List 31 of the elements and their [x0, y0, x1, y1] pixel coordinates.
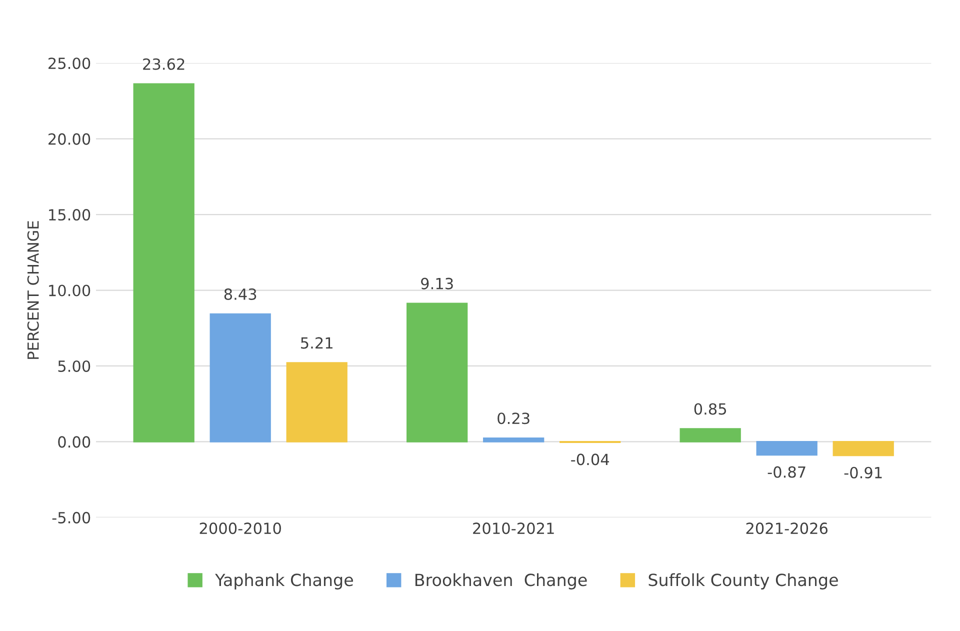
bar: [406, 302, 468, 442]
data-label: 9.13: [421, 278, 453, 290]
data-label: -0.04: [571, 454, 610, 466]
data-label: 5.21: [301, 337, 332, 349]
x-tick-label: 2021-2026: [746, 522, 828, 534]
bar: [133, 83, 194, 442]
data-label: -0.91: [844, 466, 882, 478]
y-tick-label: 10.00: [49, 284, 90, 296]
bar: [210, 313, 271, 442]
data-label: 0.85: [694, 403, 726, 415]
y-axis-title: PERCENT CHANGE: [27, 221, 39, 359]
y-tick-label: 0.00: [58, 436, 90, 448]
data-label: -0.87: [768, 466, 806, 478]
y-tick-label: 25.00: [48, 58, 90, 70]
legend-label: Yaphank Change: [215, 573, 353, 590]
bar: [832, 441, 894, 456]
data-label: 8.43: [224, 288, 256, 300]
bar: [483, 438, 544, 442]
y-tick-label: -5.00: [52, 512, 90, 524]
bar: [756, 441, 818, 456]
bar: [680, 428, 741, 442]
data-label: 23.62: [143, 58, 184, 70]
y-tick-label: 20.00: [48, 133, 90, 145]
bar: [286, 362, 348, 442]
legend-label: Suffolk County Change: [648, 573, 838, 590]
y-tick-label: 15.00: [49, 209, 90, 221]
x-tick-label: 2010-2021: [473, 522, 554, 534]
data-label: 0.23: [498, 412, 530, 424]
legend-label: Brookhaven Change: [415, 573, 587, 590]
y-tick-label: 5.00: [58, 360, 90, 372]
x-tick-label: 2000-2010: [200, 522, 281, 534]
